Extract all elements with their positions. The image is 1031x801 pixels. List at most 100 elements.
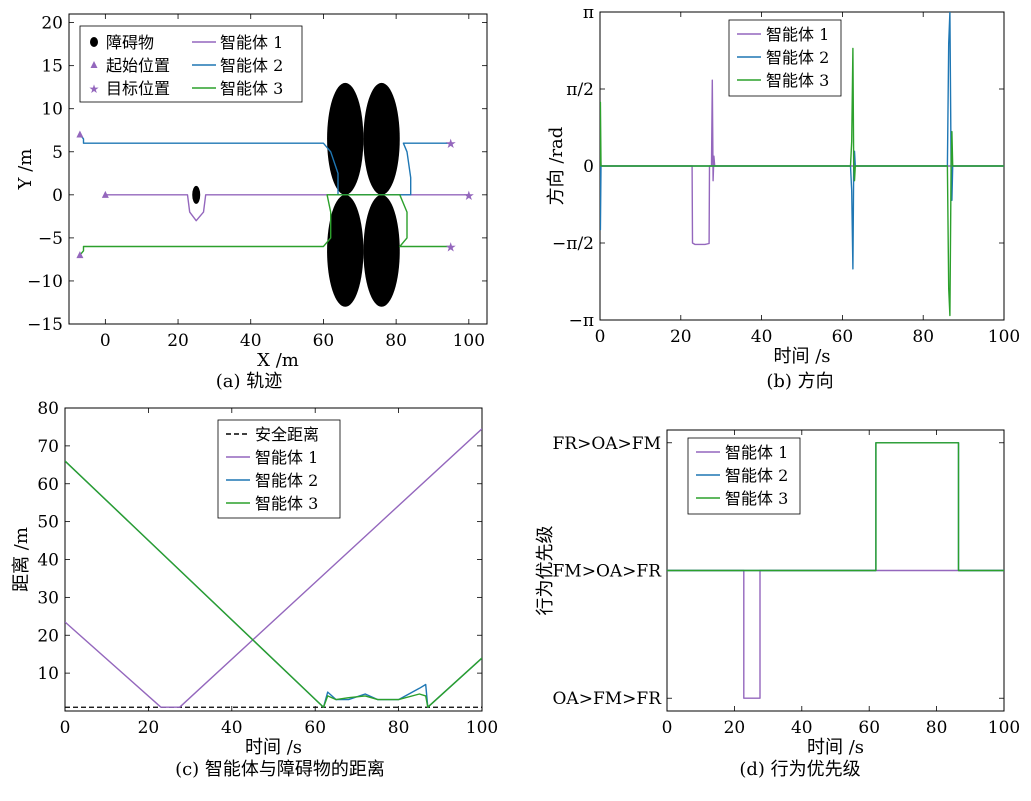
- plot-area: ★ ★ ★: [76, 82, 475, 307]
- panel-caption: (c) 智能体与障碍物的距离: [175, 759, 385, 780]
- y-tick-label: 10: [37, 664, 59, 684]
- legend-goal-icon: ★: [89, 82, 100, 96]
- x-tick-label: 40: [240, 331, 262, 351]
- y-tick-label: π: [583, 3, 594, 23]
- legend-label: 智能体 1: [766, 25, 829, 44]
- series-line-agent-3: [600, 47, 1004, 317]
- y-axis-label: 距离 /m: [11, 527, 32, 592]
- obstacle: [363, 82, 400, 195]
- goal-marker: ★: [463, 189, 475, 204]
- start-marker: [76, 251, 84, 259]
- x-tick-label: 100: [988, 718, 1020, 738]
- legend-label: 智能体 1: [725, 443, 788, 462]
- series-line-agent-3: [667, 442, 1004, 572]
- y-axis-label: Y /m: [15, 149, 36, 191]
- panel-caption: (b) 方向: [766, 371, 833, 392]
- y-tick-label: −π/2: [552, 234, 594, 254]
- x-tick-label: 0: [662, 718, 673, 738]
- x-tick-label: 60: [313, 331, 335, 351]
- goal-marker: ★: [445, 137, 457, 152]
- x-tick-label: 40: [791, 718, 813, 738]
- series-line-agent-3: [65, 460, 482, 708]
- legend: [79, 25, 303, 103]
- legend-label: 智能体 2: [766, 48, 829, 67]
- y-tick-label: 60: [37, 475, 59, 495]
- y-tick-label: 15: [41, 57, 63, 77]
- start-marker: [76, 130, 84, 138]
- series-line-agent-3: [79, 194, 451, 256]
- x-tick-label: 20: [167, 331, 189, 351]
- y-tick-label: 80: [37, 399, 59, 419]
- y-axis-label: 行为优先级: [535, 526, 556, 616]
- legend-label: 智能体 1: [220, 33, 283, 52]
- y-tick-label: 50: [37, 513, 59, 533]
- y-tick-label: FM>OA>FR: [553, 562, 663, 582]
- y-tick-label: 20: [37, 626, 59, 646]
- x-tick-label: 20: [670, 327, 692, 347]
- plot-area: [600, 12, 1004, 317]
- panel-caption: (a) 轨迹: [216, 371, 283, 392]
- series-line-agent-2: [79, 134, 451, 196]
- legend-label: 目标位置: [106, 79, 170, 98]
- legend: [728, 19, 842, 97]
- y-tick-label: −5: [38, 229, 63, 249]
- y-axis-label: 方向 /rad: [546, 127, 567, 206]
- x-tick-label: 100: [988, 327, 1020, 347]
- legend-label: 智能体 2: [220, 56, 283, 75]
- legend-label: 智能体 2: [255, 471, 318, 490]
- plot-area: [667, 442, 1004, 699]
- start-marker: [101, 190, 109, 198]
- legend-label: 智能体 3: [725, 489, 788, 508]
- x-tick-label: 40: [751, 327, 773, 347]
- panel-caption: (d) 行为优先级: [739, 759, 860, 780]
- legend-obstacle-icon: [90, 37, 98, 47]
- y-tick-label: −π: [569, 311, 594, 331]
- panel-c: 0 20 40 60 80 100 10 20 30 40 50 60 70 80 时间 /s 距离 /m (c…: [11, 399, 498, 780]
- legend-label: 智能体 2: [725, 466, 788, 485]
- legend-label: 智能体 3: [255, 494, 318, 513]
- plot-frame: [68, 13, 488, 325]
- x-tick-label: 60: [304, 718, 326, 738]
- obstacle: [327, 82, 364, 195]
- y-tick-label: 20: [41, 14, 63, 34]
- legend-label: 智能体 3: [220, 79, 283, 98]
- y-tick-label: 40: [37, 551, 59, 571]
- y-tick-label: −15: [27, 315, 63, 335]
- plot-area: [65, 428, 482, 708]
- y-tick-label: FR>OA>FM: [553, 434, 662, 454]
- x-tick-label: 100: [466, 718, 498, 738]
- x-axis-label: 时间 /s: [807, 737, 864, 758]
- series-line-agent-2: [65, 460, 482, 708]
- x-tick-label: 0: [100, 331, 111, 351]
- x-tick-label: 40: [221, 718, 243, 738]
- y-tick-label: 30: [37, 588, 59, 608]
- x-tick-label: 0: [60, 718, 71, 738]
- y-tick-label: π/2: [566, 80, 594, 100]
- legend-label: 起始位置: [106, 56, 170, 75]
- x-tick-label: 20: [724, 718, 746, 738]
- legend-label: 安全距离: [255, 425, 319, 444]
- legend-label: 障碍物: [106, 33, 154, 52]
- series-line-agent-1: [667, 569, 1004, 699]
- panel-d: 0 20 40 60 80 100 OA>FM>FR FM>OA>FR FR>OA>FM 时间 /…: [535, 429, 1020, 780]
- panel-a: 0 20 40 60 80 100 −15 −10 −5 0 5 10 15 20 X /m Y /m (a) …: [15, 13, 488, 392]
- y-tick-label: OA>FM>FR: [553, 689, 663, 709]
- x-tick-label: 80: [385, 331, 407, 351]
- panel-b: 0 20 40 60 80 100 −π −π/2 0 π/2 π 时间 /s 方向 /rad (b) 方…: [546, 3, 1020, 392]
- obstacle: [192, 185, 201, 204]
- x-tick-label: 80: [388, 718, 410, 738]
- legend: [687, 437, 801, 515]
- x-axis-label: X /m: [257, 350, 299, 371]
- x-axis-label: 时间 /s: [245, 737, 302, 758]
- legend: [217, 419, 341, 519]
- y-tick-label: 0: [583, 157, 594, 177]
- x-tick-label: 20: [138, 718, 160, 738]
- x-tick-label: 80: [912, 327, 934, 347]
- y-tick-label: −10: [27, 272, 63, 292]
- series-line-agent-1: [600, 79, 1004, 246]
- obstacle: [363, 194, 400, 307]
- legend-start-icon: [90, 61, 98, 68]
- x-tick-label: 60: [832, 327, 854, 347]
- series-line-agent-1: [105, 194, 469, 222]
